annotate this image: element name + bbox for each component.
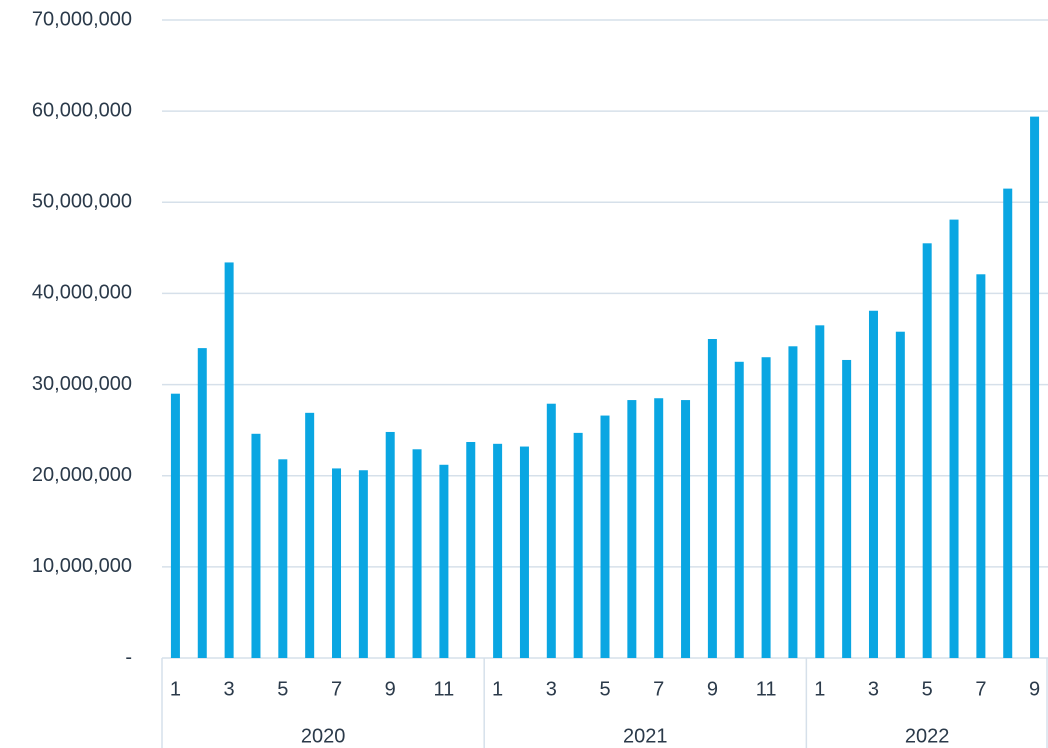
y-tick-label: 60,000,000: [32, 99, 132, 121]
bar: [332, 468, 342, 658]
x-tick-label: 1: [814, 678, 825, 700]
bar: [842, 359, 852, 658]
bar: [600, 415, 610, 658]
bar: [224, 262, 234, 658]
bar: [385, 431, 395, 658]
x-tick-label: 11: [434, 678, 455, 700]
x-tick-label: 7: [975, 678, 986, 700]
x-tick-label: 3: [546, 678, 557, 700]
bar: [868, 310, 878, 658]
bar: [761, 357, 771, 658]
bar: [707, 339, 717, 658]
x-tick-label: 9: [707, 678, 718, 700]
x-tick-label: 5: [599, 678, 610, 700]
y-tick-label: 40,000,000: [32, 282, 132, 304]
bar: [519, 446, 529, 658]
bar: [627, 400, 637, 658]
x-tick-label: 9: [385, 678, 396, 700]
x-tick-label: 1: [170, 678, 181, 700]
x-tick-label: 3: [224, 678, 235, 700]
bar: [466, 441, 476, 658]
bar: [976, 274, 986, 658]
bar: [1003, 188, 1013, 658]
x-tick-label: 9: [1029, 678, 1040, 700]
bar: [788, 346, 798, 658]
bar: [573, 432, 583, 658]
bar: [815, 325, 825, 658]
y-tick-label: 50,000,000: [32, 191, 132, 213]
group-label: 2022: [905, 725, 950, 747]
bar: [922, 243, 932, 659]
y-tick-label: 30,000,000: [32, 373, 132, 395]
group-label: 2021: [623, 725, 668, 747]
bar: [654, 398, 664, 658]
x-tick-label: 3: [868, 678, 879, 700]
x-tick-label: 5: [277, 678, 288, 700]
bar: [681, 400, 691, 658]
x-tick-label: 7: [653, 678, 664, 700]
bar: [197, 348, 207, 658]
y-tick-label: 10,000,000: [32, 555, 132, 577]
bar: [358, 470, 368, 658]
x-tick-label: 5: [922, 678, 933, 700]
bar: [895, 331, 905, 658]
bar: [439, 464, 449, 658]
bar: [949, 219, 959, 659]
y-tick-label: 70,000,000: [32, 8, 132, 30]
bar: [278, 459, 288, 658]
y-tick-label: -: [125, 646, 132, 668]
bar: [412, 449, 422, 658]
bar: [305, 412, 315, 658]
y-tick-label: 20,000,000: [32, 464, 132, 486]
bar: [493, 443, 503, 658]
bar: [170, 393, 180, 658]
x-tick-label: 1: [492, 678, 503, 700]
bar: [734, 361, 744, 658]
group-label: 2020: [301, 725, 346, 747]
bar: [546, 403, 556, 658]
bar: [251, 433, 261, 658]
x-tick-label: 7: [331, 678, 342, 700]
x-tick-label: 11: [756, 678, 777, 700]
bar: [1030, 116, 1040, 658]
